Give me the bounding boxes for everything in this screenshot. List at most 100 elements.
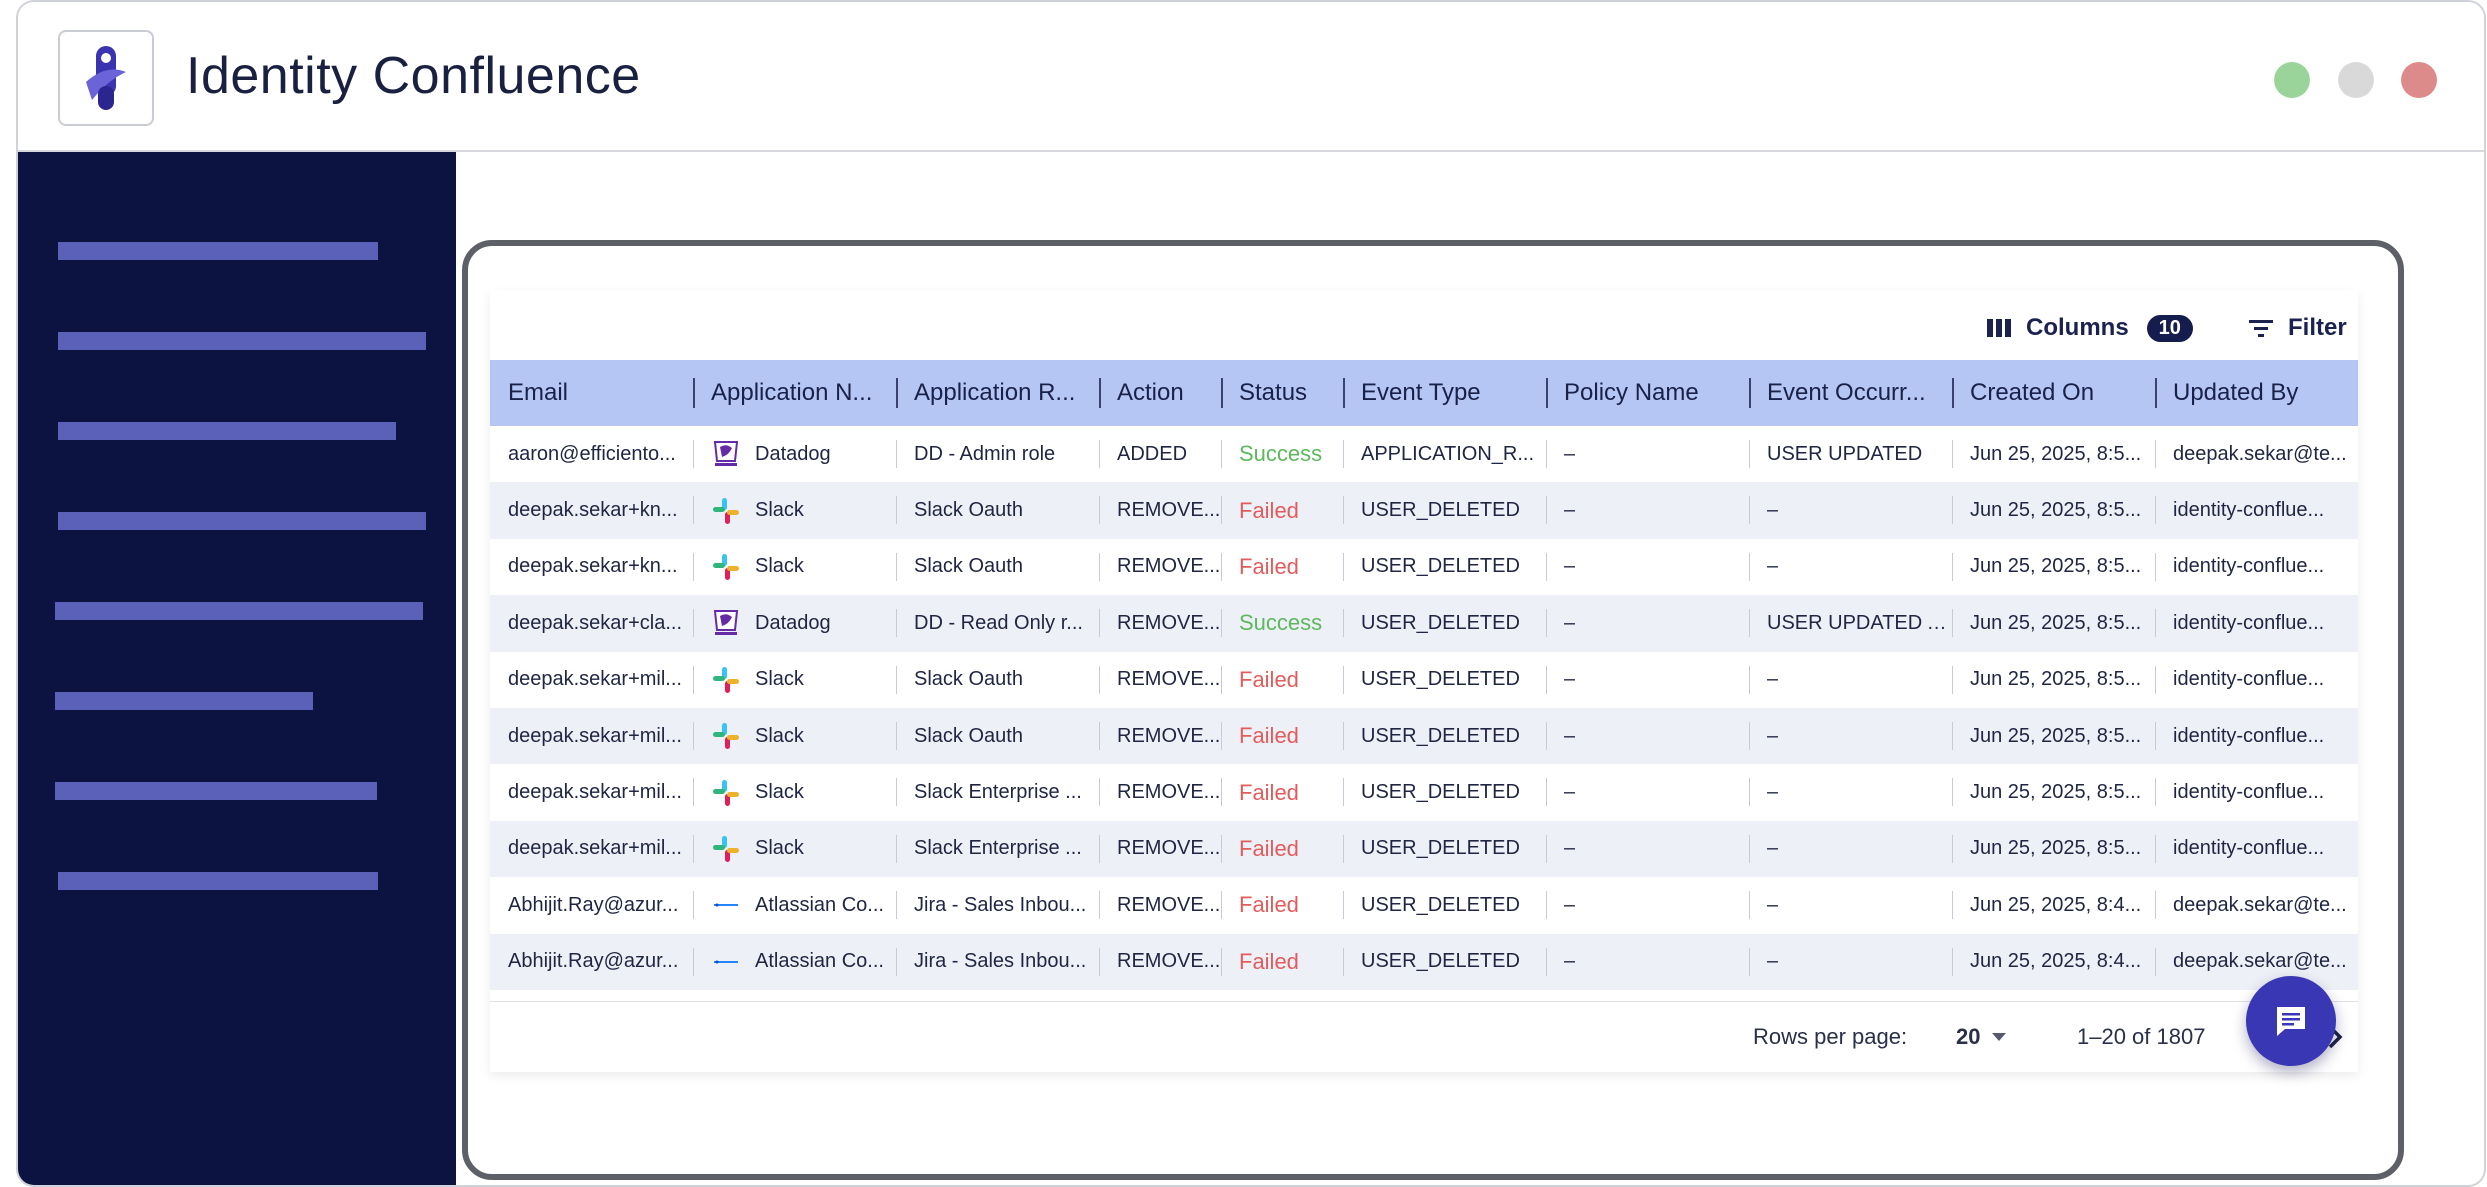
app-logo[interactable]	[58, 30, 154, 126]
filter-button[interactable]: Filter	[2248, 310, 2347, 346]
sidebar	[18, 152, 456, 1185]
table-row[interactable]: Abhijit.Ray@azur... Atlassian Co... Jira -…	[490, 933, 2358, 990]
cell-status-text: Failed	[1239, 892, 1299, 918]
cell-application-text: Atlassian Co...	[755, 950, 884, 973]
cell-created-on-text: Jun 25, 2025, 8:4...	[1970, 950, 2142, 973]
table-row[interactable]: deepak.sekar+mil... Slack Slack Oauth REMOV…	[490, 707, 2358, 765]
col-header-created-on[interactable]: Created On	[1952, 360, 2155, 426]
maximize-button[interactable]	[2274, 62, 2310, 98]
cell-created-on-text: Jun 25, 2025, 8:5...	[1970, 555, 2142, 578]
cell-event-occurrence-text: –	[1767, 837, 1779, 860]
title-bar: Identity Confluence	[18, 2, 2484, 152]
pagination-range: 1–20 of 1807	[2077, 1024, 2206, 1049]
table-row[interactable]: deepak.sekar+cla... Datadog DD - Read Only…	[490, 595, 2358, 652]
table-row[interactable]: deepak.sekar+kn... Slack Slack Oauth REMOVE…	[490, 482, 2358, 539]
cell-role-text: DD - Admin role	[914, 442, 1056, 465]
cell-updated-by: identity-conflue...	[2155, 764, 2358, 820]
cell-policy-text: –	[1564, 837, 1576, 860]
cell-action: REMOVE...	[1099, 764, 1221, 820]
cell-event-type-text: USER_DELETED	[1361, 837, 1520, 860]
cell-application: Atlassian Co...	[693, 877, 896, 933]
col-header-event-type[interactable]: Event Type	[1343, 360, 1546, 426]
sidebar-item-2[interactable]	[58, 332, 426, 350]
cell-role: DD - Read Only r...	[896, 595, 1099, 651]
col-header-policy-name[interactable]: Policy Name	[1546, 360, 1749, 426]
cell-event-occurrence: –	[1749, 652, 1952, 708]
filter-icon	[2249, 320, 2273, 337]
cell-created-on-text: Jun 25, 2025, 8:5...	[1970, 837, 2142, 860]
sidebar-item-3[interactable]	[58, 422, 396, 440]
cell-created-on: Jun 25, 2025, 8:4...	[1952, 877, 2155, 933]
cell-created-on: Jun 25, 2025, 8:4...	[1952, 934, 2155, 990]
cell-status-text: Failed	[1239, 553, 1299, 579]
cell-event-type-text: USER_DELETED	[1361, 893, 1520, 916]
cell-event-type: USER_DELETED	[1343, 708, 1546, 764]
cell-email-text: Abhijit.Ray@azur...	[508, 893, 679, 916]
cell-created-on: Jun 25, 2025, 8:5...	[1952, 821, 2155, 877]
cell-updated-by-text: identity-conflue...	[2173, 837, 2325, 860]
cell-created-on: Jun 25, 2025, 8:5...	[1952, 595, 2155, 651]
table-body: aaron@efficiento... Datadog DD - Admin rol…	[490, 426, 2358, 990]
cell-updated-by-text: identity-conflue...	[2173, 724, 2325, 747]
grid-toolbar: Columns 10 Filter	[490, 290, 2358, 360]
cell-status-text: Failed	[1239, 497, 1299, 523]
cell-created-on: Jun 25, 2025, 8:5...	[1952, 426, 2155, 482]
cell-event-occurrence-text: –	[1767, 950, 1779, 973]
cell-policy-text: –	[1564, 781, 1576, 804]
cell-event-type-text: USER_DELETED	[1361, 499, 1520, 522]
cell-event-type: USER_DELETED	[1343, 539, 1546, 595]
col-header-application-name[interactable]: Application N...	[693, 360, 896, 426]
sidebar-item-4[interactable]	[58, 512, 426, 530]
cell-action: REMOVE...	[1099, 877, 1221, 933]
cell-policy-text: –	[1564, 499, 1576, 522]
cell-policy-text: –	[1564, 893, 1576, 916]
table-row[interactable]: deepak.sekar+kn... Slack Slack Oauth REMOVE…	[490, 539, 2358, 595]
cell-updated-by-text: deepak.sekar@te...	[2173, 442, 2347, 465]
cell-event-type: USER_DELETED	[1343, 877, 1546, 933]
cell-email-text: deepak.sekar+kn...	[508, 555, 678, 578]
cell-updated-by: identity-conflue...	[2155, 482, 2358, 538]
columns-button[interactable]: Columns 10	[1986, 310, 2193, 346]
table-header: Email Application N... Application R... …	[490, 360, 2358, 426]
audit-data-grid: Columns 10 Filter Email Application N...…	[490, 290, 2358, 1072]
table-row[interactable]: Abhijit.Ray@azur... Atlassian Co... Jira -…	[490, 877, 2358, 933]
col-header-email[interactable]: Email	[508, 379, 569, 406]
close-button[interactable]	[2401, 62, 2437, 98]
cell-updated-by: identity-conflue...	[2155, 539, 2358, 595]
sidebar-item-7[interactable]	[55, 782, 377, 800]
minimize-button[interactable]	[2338, 62, 2374, 98]
sidebar-item-8[interactable]	[58, 872, 378, 890]
slack-icon	[711, 665, 741, 695]
col-header-status[interactable]: Status	[1221, 360, 1343, 426]
table-row[interactable]: deepak.sekar+mil... Slack Slack Enterprise…	[490, 820, 2358, 878]
rows-per-page-select[interactable]: 20	[1956, 1024, 2008, 1050]
table-row[interactable]: deepak.sekar+mil... Slack Slack Oauth REMOV…	[490, 652, 2358, 708]
cell-action: ADDED	[1099, 426, 1221, 482]
cell-policy: –	[1546, 764, 1749, 820]
cell-status: Success	[1221, 595, 1343, 651]
cell-application: Datadog	[693, 426, 896, 482]
table-row[interactable]: deepak.sekar+mil... Slack Slack Enterprise…	[490, 764, 2358, 820]
cell-updated-by-text: deepak.sekar@te...	[2173, 950, 2347, 973]
cell-policy: –	[1546, 821, 1749, 877]
cell-email-text: deepak.sekar+mil...	[508, 837, 682, 860]
col-header-action[interactable]: Action	[1099, 360, 1221, 426]
slack-icon	[711, 778, 741, 808]
cell-action-text: REMOVE...	[1117, 555, 1221, 578]
col-header-updated-by[interactable]: Updated By	[2155, 360, 2358, 426]
cell-policy: –	[1546, 595, 1749, 651]
cell-application-text: Datadog	[755, 442, 831, 465]
cell-role: DD - Admin role	[896, 426, 1099, 482]
sidebar-item-5[interactable]	[55, 602, 423, 620]
cell-email: deepak.sekar+mil...	[490, 708, 693, 764]
chat-button[interactable]	[2246, 976, 2336, 1066]
sidebar-item-1[interactable]	[58, 242, 378, 260]
col-header-application-role[interactable]: Application R...	[896, 360, 1099, 426]
slack-icon	[711, 721, 741, 751]
cell-status: Failed	[1221, 934, 1343, 990]
col-header-event-occurrence[interactable]: Event Occurr...	[1749, 360, 1952, 426]
table-row[interactable]: aaron@efficiento... Datadog DD - Admin rol…	[490, 426, 2358, 482]
sidebar-item-6[interactable]	[55, 692, 313, 710]
slack-icon	[711, 834, 741, 864]
datadog-icon	[711, 608, 741, 638]
